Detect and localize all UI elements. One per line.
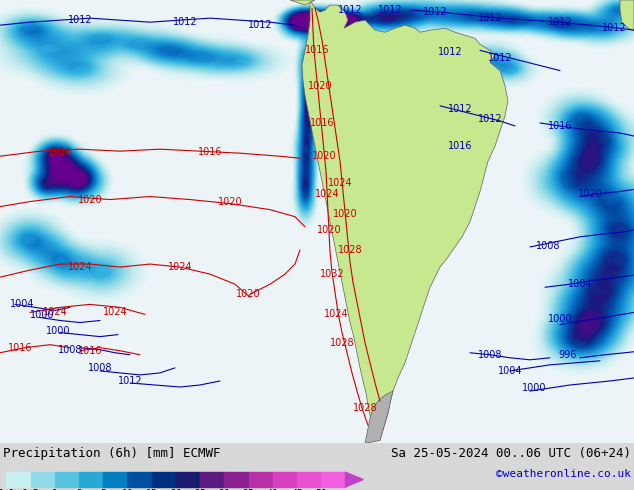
Text: Sa 25-05-2024 00..06 UTC (06+24): Sa 25-05-2024 00..06 UTC (06+24): [391, 447, 631, 460]
Text: 5: 5: [100, 489, 106, 490]
Bar: [273, 472, 297, 487]
Polygon shape: [302, 0, 508, 441]
Text: 1028: 1028: [338, 245, 362, 255]
Text: 45: 45: [291, 489, 303, 490]
Bar: [127, 472, 152, 487]
Polygon shape: [290, 0, 315, 5]
Text: 1008: 1008: [478, 350, 502, 360]
Bar: [224, 472, 249, 487]
Text: 1012: 1012: [488, 53, 512, 63]
Text: 1016: 1016: [8, 343, 32, 353]
Bar: [6, 472, 30, 487]
Text: 50: 50: [316, 489, 327, 490]
Text: 1000: 1000: [548, 315, 573, 324]
Text: 1004: 1004: [498, 366, 522, 376]
Polygon shape: [346, 472, 363, 487]
Text: 1012: 1012: [448, 104, 472, 114]
Text: 0.1: 0.1: [0, 489, 15, 490]
Text: 1024: 1024: [328, 178, 353, 189]
Text: 25: 25: [194, 489, 206, 490]
Text: 1004: 1004: [568, 279, 592, 289]
Text: 35: 35: [243, 489, 254, 490]
Bar: [55, 472, 79, 487]
Bar: [103, 472, 127, 487]
Text: 996: 996: [559, 350, 577, 360]
Text: 1016: 1016: [198, 147, 223, 157]
Text: 40: 40: [267, 489, 279, 490]
Text: 1012: 1012: [437, 48, 462, 57]
Text: 1008: 1008: [87, 363, 112, 373]
Text: 1020: 1020: [317, 225, 341, 235]
Text: 1016: 1016: [78, 346, 102, 356]
Bar: [79, 472, 103, 487]
Bar: [176, 472, 200, 487]
Text: 1012: 1012: [172, 17, 197, 27]
Text: 2: 2: [76, 489, 82, 490]
Text: 1020: 1020: [578, 189, 602, 198]
Text: 1024: 1024: [68, 262, 93, 272]
Text: 1016: 1016: [448, 141, 472, 151]
Text: 1012: 1012: [602, 23, 626, 33]
Text: 0.5: 0.5: [22, 489, 39, 490]
Text: 1012: 1012: [118, 376, 142, 386]
Text: 1012: 1012: [423, 7, 448, 17]
Text: 1024: 1024: [314, 189, 339, 198]
Text: 1024: 1024: [103, 307, 127, 318]
Text: 1004: 1004: [10, 299, 34, 309]
Text: 1012: 1012: [477, 13, 502, 23]
Text: 1012: 1012: [378, 5, 403, 15]
Text: 1012: 1012: [548, 17, 573, 27]
Text: 1000: 1000: [522, 383, 547, 393]
Text: 1032: 1032: [320, 269, 344, 279]
Text: 1020: 1020: [78, 195, 102, 204]
Bar: [249, 472, 273, 487]
Bar: [200, 472, 224, 487]
Text: 1: 1: [52, 489, 58, 490]
Text: 20: 20: [170, 489, 182, 490]
Text: 1008: 1008: [58, 345, 82, 355]
Text: 1024: 1024: [167, 262, 192, 272]
Bar: [321, 472, 346, 487]
Bar: [152, 472, 176, 487]
Text: 1020: 1020: [307, 81, 332, 91]
Text: 1024: 1024: [324, 310, 348, 319]
Text: 1020: 1020: [312, 151, 336, 161]
Text: 1000: 1000: [30, 311, 55, 320]
Text: 1012: 1012: [477, 114, 502, 124]
Text: 1012: 1012: [68, 15, 93, 25]
Text: 1016: 1016: [48, 147, 72, 157]
Text: ©weatheronline.co.uk: ©weatheronline.co.uk: [496, 469, 631, 479]
Bar: [297, 472, 321, 487]
Text: 1012: 1012: [248, 20, 273, 30]
Text: 1028: 1028: [330, 338, 354, 348]
Text: 1020: 1020: [236, 289, 261, 299]
Text: 1016: 1016: [310, 118, 334, 128]
Text: 10: 10: [122, 489, 133, 490]
Text: 1028: 1028: [353, 403, 377, 413]
Polygon shape: [620, 0, 634, 30]
Bar: [30, 472, 55, 487]
Text: Precipitation (6h) [mm] ECMWF: Precipitation (6h) [mm] ECMWF: [3, 447, 221, 460]
Text: 15: 15: [146, 489, 158, 490]
Text: 1020: 1020: [333, 209, 358, 219]
Text: 1008: 1008: [536, 241, 560, 251]
Polygon shape: [365, 391, 393, 443]
Text: 1016: 1016: [305, 46, 329, 55]
Text: 1000: 1000: [46, 325, 70, 336]
Text: 1020: 1020: [217, 196, 242, 207]
Text: 1016: 1016: [548, 121, 573, 131]
Text: 1024: 1024: [42, 307, 67, 318]
Text: 30: 30: [219, 489, 230, 490]
Text: 1012: 1012: [338, 5, 362, 15]
